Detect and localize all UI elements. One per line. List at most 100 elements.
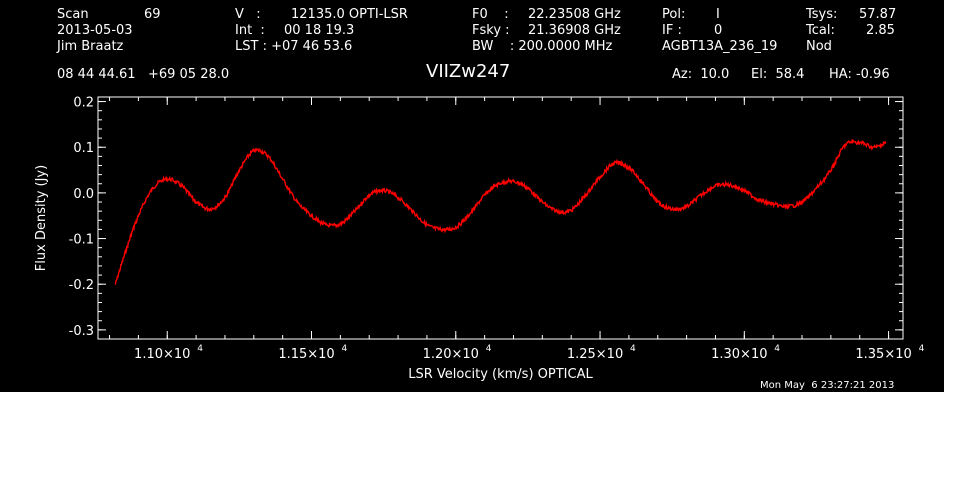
data-point [469, 212, 471, 215]
data-point [801, 201, 803, 203]
data-point [714, 185, 717, 187]
fsky-value: 21.36908 GHz [528, 23, 621, 38]
data-point [758, 199, 760, 201]
data-point [484, 194, 486, 196]
plot-panel: Scan 69 V : 12135.0 OPTI-LSR F0 : 22.235… [0, 0, 944, 392]
data-point [354, 210, 356, 212]
tsys-label: Tsys: [806, 7, 838, 22]
data-point [440, 228, 442, 231]
lst-value: LST : +07 46 53.6 [235, 39, 353, 54]
data-point [296, 201, 298, 203]
x-tick-exponent: 4 [486, 344, 492, 354]
data-point [873, 146, 875, 148]
x-tick-label: 1.30×10 [711, 347, 767, 362]
x-tick-exponent: 4 [342, 344, 348, 354]
data-point [556, 210, 558, 212]
data-point [700, 194, 702, 196]
x-tick-label: 1.10×10 [134, 347, 190, 362]
y-tick-label: -0.2 [69, 278, 94, 293]
data-point [224, 196, 226, 199]
data-point [195, 201, 197, 203]
data-point [368, 194, 370, 196]
elevation: El: 58.4 [751, 67, 805, 82]
y-tick-label: 0.1 [73, 141, 94, 156]
data-point [729, 184, 731, 186]
hour-angle: HA: -0.96 [829, 67, 890, 82]
x-tick-label: 1.15×10 [278, 347, 334, 362]
data-point [671, 208, 673, 210]
x-tick-label: 1.35×10 [855, 347, 911, 362]
data-point [166, 178, 168, 180]
f0-value: 22.23508 GHz [528, 7, 621, 22]
data-point [397, 196, 399, 199]
data-point [686, 205, 688, 208]
data-point [599, 176, 601, 178]
f0-label: F0 : [472, 7, 509, 22]
data-point [325, 224, 327, 226]
if-value: 0 [714, 23, 723, 38]
data-point [613, 162, 616, 164]
data-point [885, 142, 887, 144]
x-tick-exponent: 4 [630, 344, 636, 354]
data-point [585, 194, 587, 196]
data-point [570, 209, 572, 211]
data-point [859, 142, 861, 144]
y-axis-label: Flux Density (Jy) [34, 165, 49, 271]
plot-frame [97, 96, 904, 340]
data-point [541, 201, 543, 203]
pol-value: I [716, 7, 720, 22]
data-point [426, 224, 428, 226]
tsys-value: 57.87 [859, 7, 897, 22]
x-tick-label: 1.25×10 [567, 347, 623, 362]
plot-timestamp: Mon May 6 23:27:21 2013 [760, 380, 895, 391]
data-point [743, 190, 745, 192]
velocity-label: V : [235, 7, 261, 22]
data-point [181, 185, 183, 187]
data-point [455, 226, 457, 228]
data-point [152, 187, 154, 189]
data-point [282, 178, 284, 180]
x-tick-exponent: 4 [919, 344, 925, 354]
x-tick-exponent: 4 [197, 344, 203, 354]
data-point [844, 144, 846, 146]
data-point [253, 150, 255, 152]
project-id: AGBT13A_236_19 [662, 39, 778, 54]
data-point [339, 223, 341, 225]
data-point [137, 215, 139, 217]
data-point [209, 208, 212, 210]
azimuth: Az: 10.0 [672, 67, 730, 82]
data-point [786, 205, 789, 208]
spectrum-chart: 0.2 0.1 0.0 -0.1 -0.2 -0.3 1.10×10 4 1.15×10 4 1.2… [34, 96, 925, 382]
data-point [411, 210, 414, 212]
series-line-0 [114, 138, 887, 285]
data-point [642, 183, 644, 185]
data-point [383, 190, 385, 192]
y-tick-label: -0.1 [69, 233, 94, 248]
data-point [830, 169, 832, 171]
y-tick-label: 0.0 [73, 187, 94, 202]
pol-label: Pol: [662, 7, 686, 22]
source-coordinates: 08 44 44.61 +69 05 28.0 [57, 67, 230, 82]
scan-value: 69 [144, 7, 161, 22]
y-tick-label: 0.2 [73, 96, 94, 111]
y-tick-label: -0.3 [69, 324, 94, 339]
scan-label: Scan [57, 7, 89, 22]
if-label: IF : [662, 23, 682, 38]
source-name: VIIZw247 [426, 61, 511, 82]
data-point [238, 169, 240, 171]
data-point [310, 215, 313, 217]
int-label: Int : [235, 23, 265, 38]
bandwidth-value: BW : 200.0000 MHz [472, 39, 613, 54]
data-point [657, 201, 659, 203]
data-point [512, 180, 515, 183]
data-point [772, 203, 774, 205]
velocity-value: 12135.0 OPTI-LSR [291, 7, 408, 22]
observer-name: Jim Braatz [57, 39, 124, 54]
data-point [498, 183, 500, 185]
fsky-label: Fsky : [472, 23, 510, 38]
tcal-value: 2.85 [866, 23, 895, 38]
procedure-name: Nod [806, 39, 832, 54]
int-value: 00 18 19.3 [284, 23, 355, 38]
data-point [267, 155, 269, 157]
tcal-label: Tcal: [806, 23, 835, 38]
